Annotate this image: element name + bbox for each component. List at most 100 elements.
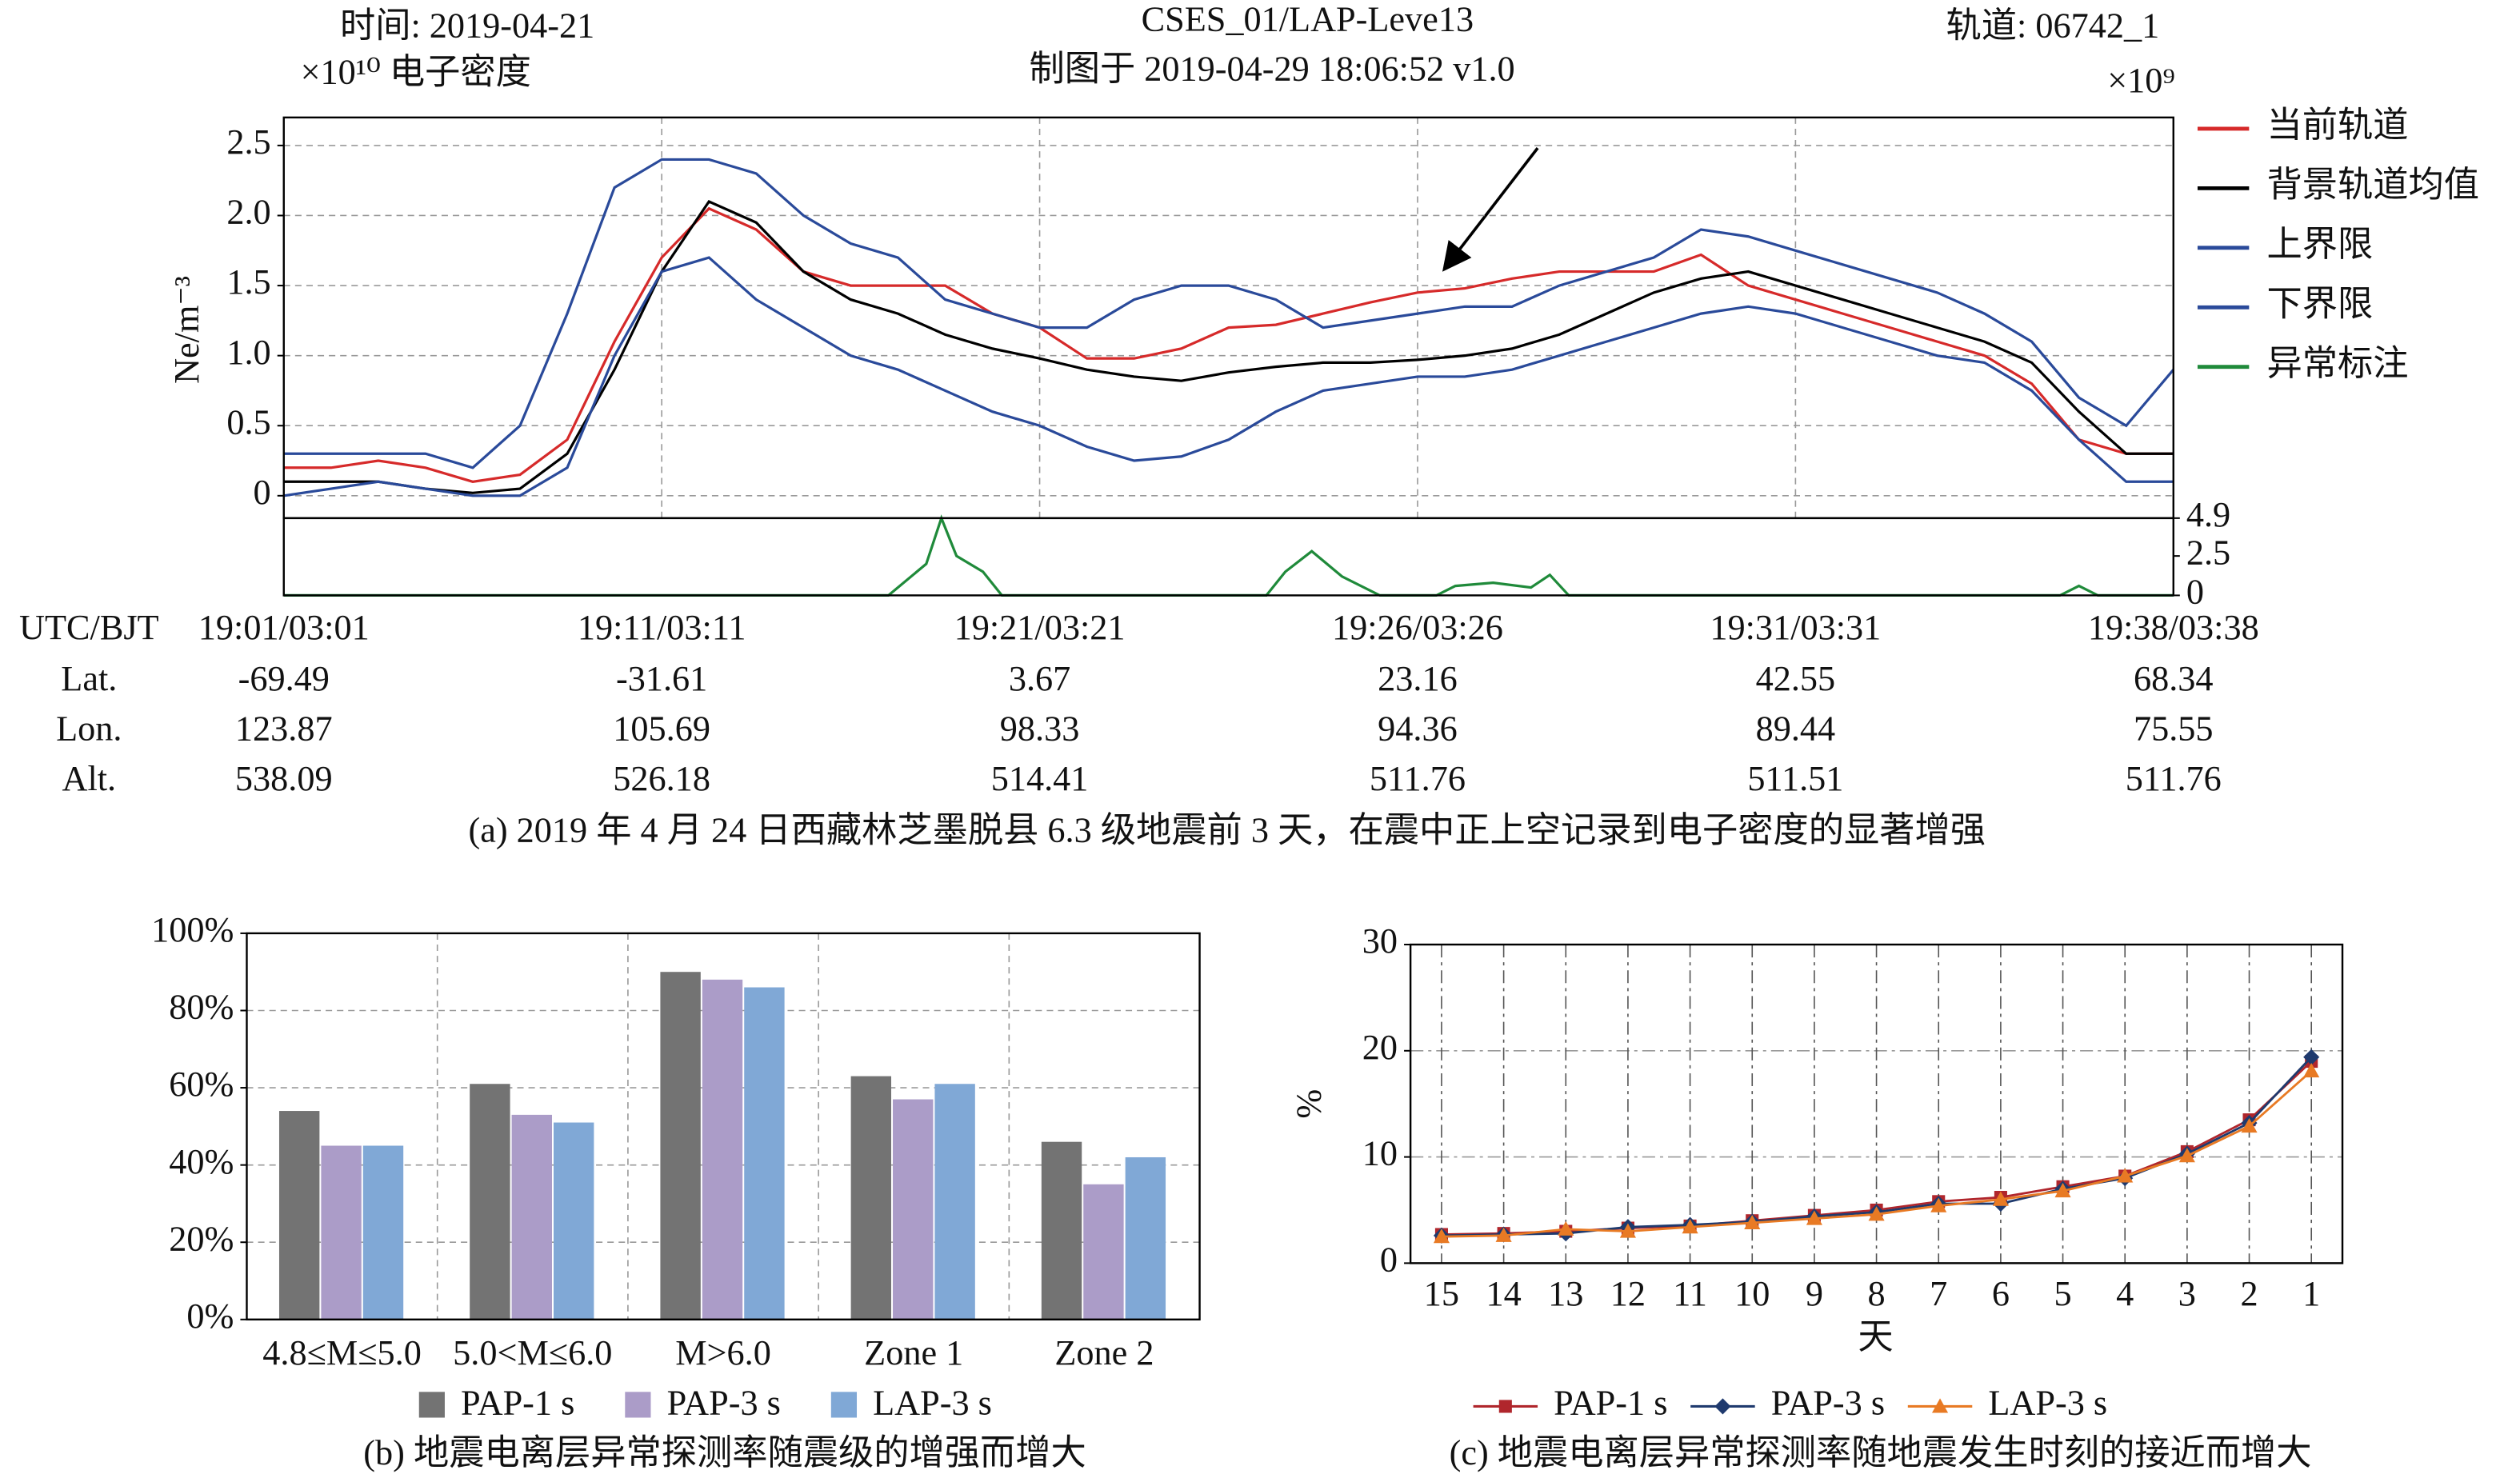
row-value: -31.61	[616, 659, 707, 698]
legend-marker	[1498, 1400, 1512, 1413]
chart-title: CSES_01/LAP-Leve13	[1142, 0, 1474, 38]
row-value: 511.76	[1370, 759, 1466, 798]
legend-label: 上界限	[2266, 225, 2373, 264]
point	[1806, 1210, 1822, 1225]
plots: 00.51.01.52.02.519:01/03:01 19:11/03:11 19…	[19, 106, 2479, 1422]
y-tick-label: 1.5	[226, 262, 270, 302]
x-tick-label: 11	[1673, 1274, 1707, 1313]
bar	[893, 1099, 934, 1320]
x-tick-label: 19:11/03:11	[578, 608, 746, 647]
row-value: 42.55	[1756, 659, 1836, 698]
series-line	[283, 256, 2174, 497]
legend-marker	[1714, 1398, 1731, 1415]
plot-frame	[282, 116, 2174, 520]
y-tick-label: 10	[1362, 1134, 1398, 1173]
legend-label: 异常标注	[2266, 344, 2408, 383]
bar	[362, 1145, 404, 1320]
point	[1433, 1228, 1450, 1244]
legend-label: LAP-3 s	[873, 1384, 992, 1423]
y-tick-label: 1.0	[226, 333, 270, 372]
x-tick-label: 19:21/03:21	[954, 608, 1126, 647]
y-tick-label: 60%	[169, 1065, 234, 1104]
bar	[470, 1084, 510, 1320]
x-tick-label: 4.8≤M≤5.0	[262, 1333, 422, 1372]
series-line	[283, 514, 2174, 597]
x-header: UTC/BJT	[19, 608, 159, 647]
row-label: Lat.	[61, 659, 117, 698]
row-value: 538.09	[235, 759, 333, 798]
plot-frame	[246, 932, 1201, 1321]
y-tick-label: 0%	[186, 1296, 234, 1336]
point	[1682, 1219, 1698, 1234]
bar	[850, 1076, 892, 1320]
y-tick-label: 2.5	[226, 122, 270, 162]
series-line	[283, 206, 2174, 483]
legend-swatch	[625, 1392, 651, 1418]
legend-label: PAP-1 s	[1554, 1384, 1667, 1423]
point	[2054, 1183, 2071, 1198]
bar	[554, 1122, 594, 1320]
caption: (c) 地震电离层异常探测率随地震发生时刻的接近而增大	[1450, 1433, 2312, 1472]
row-value: -69.49	[238, 659, 330, 698]
y-axis-label: Ne/m⁻³	[167, 276, 206, 384]
y-tick-label: 30	[1362, 921, 1398, 961]
row-value: 514.41	[991, 759, 1089, 798]
point	[1495, 1227, 1512, 1242]
x-tick-label: 1	[2302, 1274, 2320, 1313]
legend-label: PAP-3 s	[667, 1384, 781, 1423]
row-value: 511.51	[1747, 759, 1843, 798]
y-axis-label: %	[1290, 1089, 1329, 1119]
bar	[1083, 1184, 1124, 1320]
bar	[1041, 1141, 1082, 1320]
point	[1992, 1191, 2009, 1206]
x-tick-label: 7	[1930, 1274, 1947, 1313]
x-tick-label: 19:26/03:26	[1332, 608, 1503, 647]
x-tick-label: 10	[1734, 1274, 1770, 1313]
point	[2178, 1148, 2195, 1163]
legend-label: LAP-3 s	[1988, 1384, 2107, 1423]
x-tick-label: 14	[1486, 1274, 1521, 1313]
x-tick-label: 8	[1868, 1274, 1886, 1313]
y-tick-label: 0.5	[226, 402, 270, 441]
y-tick-label: 20%	[169, 1219, 234, 1258]
y-tick-label: 40%	[169, 1142, 234, 1181]
x-tick-label: 5	[2054, 1274, 2071, 1313]
legend-label: PAP-1 s	[461, 1384, 574, 1423]
annotation-arrow	[1442, 146, 1539, 272]
legend-swatch	[418, 1392, 445, 1418]
row-value: 526.18	[613, 759, 710, 798]
bar	[511, 1114, 552, 1320]
point	[1558, 1220, 1574, 1236]
row-value: 511.76	[2126, 759, 2222, 798]
x-tick-label: 15	[1424, 1274, 1459, 1313]
orbit-label: 轨道: 06742_1	[1946, 6, 2160, 45]
series-line	[283, 199, 2174, 494]
bar	[1125, 1156, 1166, 1320]
x-tick-label: Zone 1	[864, 1333, 963, 1372]
date-label: 时间: 2019-04-21	[340, 6, 594, 45]
x-tick-label: 2	[2240, 1274, 2258, 1313]
legend-marker	[1931, 1398, 1949, 1413]
bar	[321, 1145, 362, 1320]
bar	[660, 972, 701, 1320]
x-tick-label: 9	[1806, 1274, 1823, 1313]
row-value: 105.69	[613, 709, 710, 749]
point	[1868, 1206, 1885, 1221]
legend-swatch	[830, 1392, 858, 1418]
x-tick-label: Zone 2	[1054, 1333, 1154, 1372]
row-value: 94.36	[1378, 709, 1458, 749]
row-value: 3.67	[1009, 659, 1070, 698]
x-tick-label: 3	[2178, 1274, 2196, 1313]
row-value: 98.33	[1000, 709, 1080, 749]
row-value: 68.34	[2134, 659, 2214, 698]
y-tick-label: 2.0	[226, 193, 270, 232]
legend-label: 当前轨道	[2266, 106, 2408, 145]
caption: (b) 地震电离层异常探测率随震级的增强而增大	[363, 1433, 1086, 1472]
scale-label: ×10¹⁰ 电子密度	[301, 53, 531, 92]
x-tick-label: 13	[1548, 1274, 1583, 1313]
y-tick-label: 0	[254, 473, 271, 512]
y-tick-label: 20	[1362, 1028, 1398, 1067]
series-line	[283, 158, 2175, 469]
